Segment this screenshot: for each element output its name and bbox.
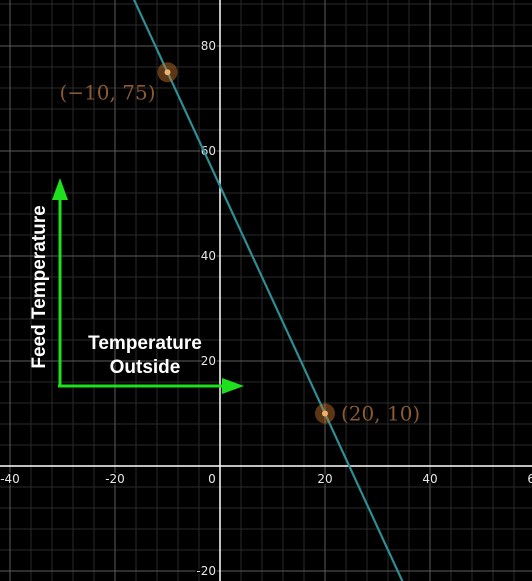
data-point [164,69,171,76]
annotations: Temperature Outside Feed Temperature [29,178,244,394]
data-point [322,410,328,417]
x-annotation-line2: Outside [110,357,181,378]
x-tick-label: -40 [0,472,20,486]
y-tick-label: -20 [196,564,216,578]
x-annotation-line1: Temperature [88,333,202,354]
y-annotation: Feed Temperature [29,205,50,368]
y-tick-label: 80 [201,39,216,53]
y-arrow-head [52,178,68,200]
x-tick-label: 40 [422,472,437,486]
series-line [132,0,404,581]
point-label: (−10, 75) [60,80,156,104]
y-tick-label: 40 [201,249,216,263]
x-tick-label: -20 [105,472,125,486]
x-arrow-head [222,378,244,394]
points-layer: (−10, 75) (20, 10) [60,62,420,426]
series-layer [132,0,404,581]
x-tick-label: 20 [317,472,332,486]
y-tick-label: 20 [201,354,216,368]
x-tick-label: 0 [208,472,216,486]
point-label: (20, 10) [341,402,420,426]
x-tick-label: 60 [527,472,532,486]
